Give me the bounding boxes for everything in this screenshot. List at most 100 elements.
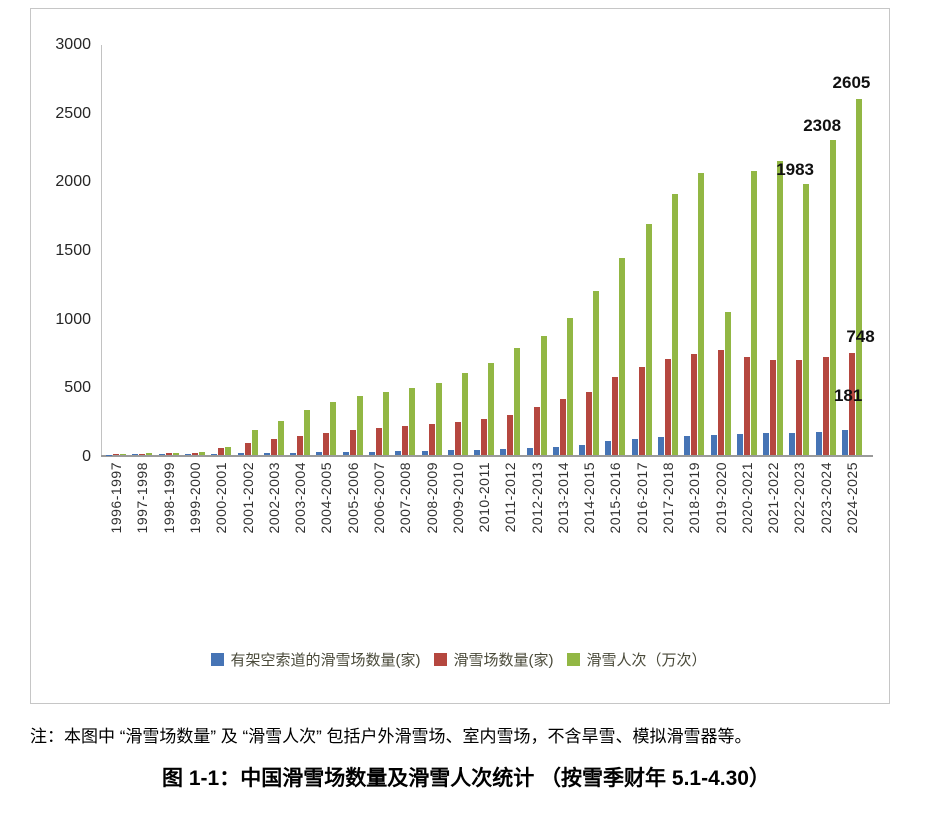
x-axis-label: 2011-2012 xyxy=(502,462,519,533)
x-axis-label: 2007-2008 xyxy=(397,462,414,534)
bar-visits-2018-2019 xyxy=(698,173,705,455)
legend-swatch-resorts xyxy=(434,653,448,666)
bar-group-2021-2022 xyxy=(760,45,786,455)
x-axis-label-cell: 2014-2015 xyxy=(576,462,602,567)
bar-visits-2013-2014 xyxy=(566,318,573,455)
y-axis: 0 500 1000 1500 2000 2500 3000 xyxy=(45,37,101,465)
x-axis-label-cell: 2012-2013 xyxy=(524,462,550,567)
bar-ropeway-resorts-2004-2005 xyxy=(316,452,323,455)
bar-ropeway-resorts-2000-2001 xyxy=(211,453,218,455)
bar-resorts-2010-2011 xyxy=(481,419,488,455)
x-axis-label-cell: 1996-1997 xyxy=(103,462,129,567)
x-axis-label: 2010-2011 xyxy=(476,462,493,533)
bar-ropeway-resorts-2011-2012 xyxy=(500,448,507,455)
bar-group-2013-2014 xyxy=(550,45,576,455)
bar-ropeway-resorts-2002-2003 xyxy=(263,452,270,455)
x-axis-label-cell: 2001-2002 xyxy=(234,462,260,567)
bar-resorts-2016-2017 xyxy=(638,366,645,455)
x-axis-label-cell: 2013-2014 xyxy=(550,462,576,567)
bar-group-2017-2018 xyxy=(655,45,681,455)
bar-resorts-2001-2002 xyxy=(244,442,251,455)
bar-group-2020-2021 xyxy=(734,45,760,455)
bar-ropeway-resorts-2014-2015 xyxy=(579,445,586,455)
x-axis-label: 1998-1999 xyxy=(160,462,177,534)
bar-resorts-2024-2025: 748 xyxy=(846,328,875,455)
bar-visits-2020-2021 xyxy=(750,170,757,455)
x-axis-label-cell: 2022-2023 xyxy=(786,462,812,567)
data-label: 748 xyxy=(846,326,875,346)
x-axis-label: 2003-2004 xyxy=(292,462,309,534)
bar-resorts-2021-2022 xyxy=(770,360,777,455)
bar-ropeway-resorts-2024-2025: 181 xyxy=(834,387,862,455)
bar-resorts-2023-2024 xyxy=(822,356,829,455)
legend-item-resorts: 滑雪场数量(家) xyxy=(434,649,553,670)
plot-column: 1983 2308 181 748 2605 1996-1997 1997-1998 199… xyxy=(101,45,875,567)
x-axis-label-cell: 2019-2020 xyxy=(707,462,733,567)
bar-ropeway-resorts-2012-2013 xyxy=(526,448,533,455)
bar-resorts-2011-2012 xyxy=(507,414,514,455)
bar-visits-2019-2020 xyxy=(724,312,731,455)
legend-item-ropeway-resorts: 有架空索道的滑雪场数量(家) xyxy=(211,649,420,670)
bar-visits-2001-2002 xyxy=(251,430,258,455)
plot-area: 1983 2308 181 748 2605 xyxy=(101,45,875,457)
data-label: 1983 xyxy=(776,160,815,179)
data-label: 2308 xyxy=(803,115,842,135)
bar-visits-2012-2013 xyxy=(540,336,547,455)
x-axis-labels: 1996-1997 1997-1998 1998-1999 1999-2000 2000… xyxy=(101,457,873,567)
bar-visits-2010-2011 xyxy=(488,363,495,455)
bar-visits-2023-2024: 2308 xyxy=(803,117,841,455)
x-axis-label-cell: 2000-2001 xyxy=(208,462,234,567)
bar-group-2015-2016 xyxy=(602,45,628,455)
bar-resorts-2009-2010 xyxy=(454,422,461,455)
bar-group-2003-2004 xyxy=(287,45,313,455)
x-axis-label-cell: 2015-2016 xyxy=(602,462,628,567)
bar-visits-2021-2022 xyxy=(777,161,784,455)
bar-resorts-2004-2005 xyxy=(323,433,330,455)
x-axis-label: 2000-2001 xyxy=(213,462,230,534)
x-axis-label-cell: 2023-2024 xyxy=(813,462,839,567)
bar-resorts-1998-1999 xyxy=(165,453,172,455)
bar-visits-2011-2012 xyxy=(514,348,521,455)
bar-resorts-2000-2001 xyxy=(218,448,225,455)
x-axis-label-cell: 2004-2005 xyxy=(313,462,339,567)
bar-ropeway-resorts-2015-2016 xyxy=(605,441,612,455)
legend-swatch-ropeway-resorts xyxy=(211,653,225,666)
y-tick-label: 2000 xyxy=(55,173,91,191)
bar-ropeway-resorts-2001-2002 xyxy=(237,453,244,455)
bar-ropeway-resorts-2010-2011 xyxy=(474,449,481,455)
bar-ropeway-resorts-2009-2010 xyxy=(447,450,454,455)
bar-ropeway-resorts-2022-2023 xyxy=(789,432,796,455)
legend-swatch-visits xyxy=(567,653,581,666)
bar-resorts-2015-2016 xyxy=(612,377,619,455)
x-axis-label: 2016-2017 xyxy=(633,462,650,534)
bar-ropeway-resorts-2023-2024 xyxy=(815,431,822,455)
bar-resorts-2020-2021 xyxy=(743,357,750,455)
bar-visits-1998-1999 xyxy=(172,453,179,455)
legend-label: 有架空索道的滑雪场数量(家) xyxy=(230,652,421,669)
bar-visits-2006-2007 xyxy=(382,392,389,455)
x-axis-label-cell: 1999-2000 xyxy=(182,462,208,567)
x-axis-label: 2014-2015 xyxy=(581,462,598,534)
bar-visits-2009-2010 xyxy=(461,373,468,455)
bar-resorts-2017-2018 xyxy=(665,358,672,455)
bar-resorts-1997-1998 xyxy=(139,453,146,455)
x-axis-label: 2008-2009 xyxy=(423,462,440,534)
bar-ropeway-resorts-2007-2008 xyxy=(395,451,402,455)
legend: 有架空索道的滑雪场数量(家) 滑雪场数量(家) 滑雪人次（万次） xyxy=(45,649,873,670)
x-axis-label: 2022-2023 xyxy=(791,462,808,534)
bar-visits-2017-2018 xyxy=(672,193,679,455)
bar-ropeway-resorts-2017-2018 xyxy=(658,437,665,455)
legend-label: 滑雪场数量(家) xyxy=(453,652,554,669)
bar-ropeway-resorts-2006-2007 xyxy=(368,451,375,455)
x-axis-label-cell: 2024-2025 xyxy=(839,462,865,567)
x-axis-label: 2024-2025 xyxy=(844,462,861,534)
bar-group-2016-2017 xyxy=(629,45,655,455)
y-tick-label: 1500 xyxy=(55,242,91,259)
bar-group-1999-2000 xyxy=(182,45,208,455)
bar-ropeway-resorts-2003-2004 xyxy=(290,452,297,455)
bar-group-2011-2012 xyxy=(497,45,523,455)
bar-visits-2024-2025: 2605 xyxy=(833,74,870,455)
bar-group-2010-2011 xyxy=(471,45,497,455)
bar-resorts-2008-2009 xyxy=(428,424,435,455)
